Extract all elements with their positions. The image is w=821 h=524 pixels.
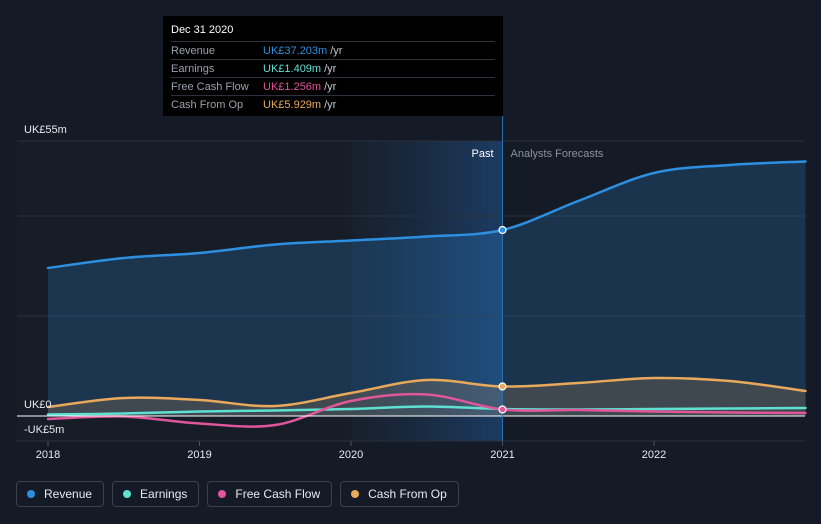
revenue-line bbox=[46, 160, 807, 270]
marker-layer bbox=[498, 225, 507, 414]
y-axis-top-label: UK£55m bbox=[24, 124, 67, 136]
x-tick-label: 2018 bbox=[36, 449, 60, 461]
legend-label: Earnings bbox=[140, 487, 188, 501]
tooltip-row-value: UK£37.203m bbox=[263, 44, 328, 57]
tooltip-row-name: Cash From Op bbox=[171, 98, 244, 111]
line-layer bbox=[46, 160, 807, 428]
legend-label: Revenue bbox=[44, 487, 93, 501]
tooltip-row: Revenue UK£37.203m/yr bbox=[171, 41, 495, 59]
area-layer bbox=[48, 161, 806, 416]
tooltip-row-value: UK£1.409m bbox=[263, 62, 322, 75]
x-tick-label: 2020 bbox=[339, 449, 363, 461]
legend-dot-icon bbox=[218, 490, 227, 498]
forecast-label: Analysts Forecasts bbox=[511, 148, 604, 160]
tooltip-row-name: Free Cash Flow bbox=[171, 80, 249, 93]
tooltip-row-value: UK£5.929m bbox=[263, 98, 322, 111]
earnings-line bbox=[46, 405, 807, 416]
free-cash-flow-marker bbox=[498, 405, 507, 414]
legend-dot-icon bbox=[351, 490, 360, 498]
tooltip-row-value: UK£1.256m bbox=[263, 80, 322, 93]
past-label: Past bbox=[471, 148, 493, 160]
cash-from-op-marker bbox=[498, 382, 507, 391]
x-tick-label: 2019 bbox=[187, 449, 211, 461]
legend-dot-icon bbox=[27, 490, 35, 498]
highlight-region bbox=[351, 141, 503, 441]
tooltip-row-unit: /yr bbox=[324, 62, 337, 75]
x-tick-label: 2022 bbox=[642, 449, 666, 461]
grid-lines bbox=[17, 140, 805, 442]
free-cash-flow-line bbox=[46, 392, 807, 428]
cash-from-op-area bbox=[48, 377, 806, 416]
tooltip-row-unit: /yr bbox=[324, 98, 337, 111]
tooltip-rows: Revenue UK£37.203m/yr Earnings UK£1.409m/yr… bbox=[171, 41, 495, 113]
tooltip-row: Cash From Op UK£5.929m/yr bbox=[171, 95, 495, 113]
x-tick-label: 2021 bbox=[490, 449, 514, 461]
tooltip-row-name: Revenue bbox=[171, 44, 216, 57]
legend-item-cash-from-op[interactable]: Cash From Op bbox=[340, 481, 459, 507]
x-axis: 2018 2019 2020 2021 2022 bbox=[36, 441, 666, 461]
cash-from-op-line bbox=[46, 376, 807, 409]
tooltip-row-unit: /yr bbox=[330, 44, 343, 57]
revenue-marker bbox=[498, 225, 507, 235]
tooltip-row: Earnings UK£1.409m/yr bbox=[171, 59, 495, 77]
legend: Revenue Earnings Free Cash Flow Cash From O… bbox=[16, 481, 459, 507]
revenue-area bbox=[48, 161, 806, 416]
legend-dot-icon bbox=[123, 490, 132, 498]
legend-label: Free Cash Flow bbox=[235, 487, 321, 501]
y-axis-zero-label: UK£0 bbox=[24, 399, 52, 411]
tooltip-row-unit: /yr bbox=[324, 80, 337, 93]
tooltip-row-name: Earnings bbox=[171, 62, 215, 75]
y-axis-bottom-label: -UK£5m bbox=[24, 424, 64, 436]
legend-item-earnings[interactable]: Earnings bbox=[112, 481, 200, 507]
legend-item-revenue[interactable]: Revenue bbox=[16, 481, 105, 507]
legend-label: Cash From Op bbox=[368, 487, 447, 501]
legend-item-free-cash-flow[interactable]: Free Cash Flow bbox=[207, 481, 333, 507]
tooltip-date: Dec 31 2020 bbox=[171, 24, 234, 36]
tooltip-row: Free Cash Flow UK£1.256m/yr bbox=[171, 77, 495, 95]
tooltip: Dec 31 2020 Revenue UK£37.203m/yr Earnings… bbox=[163, 16, 503, 116]
